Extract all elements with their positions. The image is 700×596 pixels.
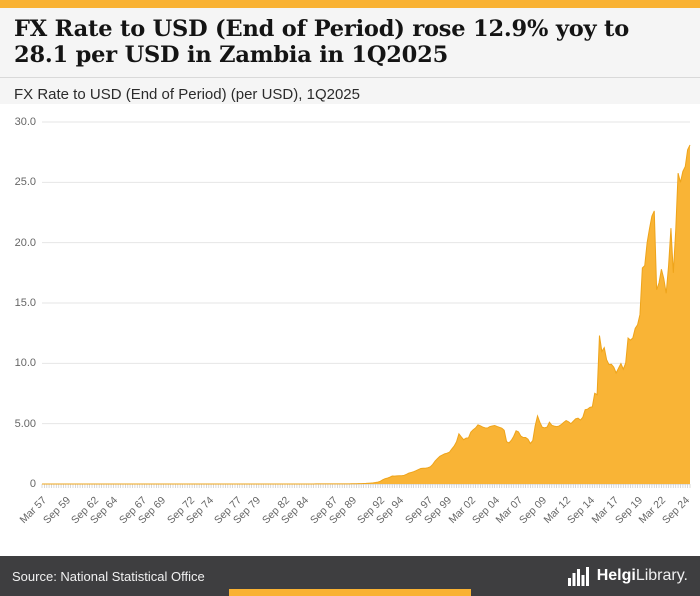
bottom-accent-bar xyxy=(229,589,471,596)
y-axis-tick-label: 25.0 xyxy=(14,176,36,189)
x-axis-minor-ticks xyxy=(41,484,691,488)
chart-subtitle: FX Rate to USD (End of Period) (per USD)… xyxy=(14,85,360,103)
brand-name-bold: Helgi xyxy=(596,567,636,584)
plot-area[interactable] xyxy=(41,121,691,488)
y-axis-tick-label: 15.0 xyxy=(14,297,36,309)
chart-svg xyxy=(41,121,691,488)
header-divider xyxy=(0,76,700,78)
chart-area: 0 5.00 10.0 15.0 20.0 25.0 30.0 Mar 57 Sep 59 Sep… xyxy=(0,104,700,556)
source-text: Source: National Statistical Office xyxy=(12,568,205,584)
y-axis-tick-label: 0 xyxy=(29,478,36,490)
series-line xyxy=(42,144,691,485)
helgilibrary-logo-icon xyxy=(567,566,590,586)
y-axis-tick-label: 5.00 xyxy=(14,417,36,430)
y-axis-tick-label: 30.0 xyxy=(14,116,36,128)
helgilibrary-brand-link[interactable]: HelgiLibrary. xyxy=(567,566,688,586)
y-axis-tick-label: 20.0 xyxy=(14,236,36,249)
top-accent-bar xyxy=(0,0,700,8)
area-series xyxy=(42,144,690,484)
header: FX Rate to USD (End of Period) rose 12.9… xyxy=(0,8,700,104)
page-title: FX Rate to USD (End of Period) rose 12.9… xyxy=(14,16,630,68)
y-axis-tick-label: 10.0 xyxy=(14,357,36,370)
brand-name-light: Library. xyxy=(635,567,688,584)
brand-name: HelgiLibrary. xyxy=(597,567,688,585)
